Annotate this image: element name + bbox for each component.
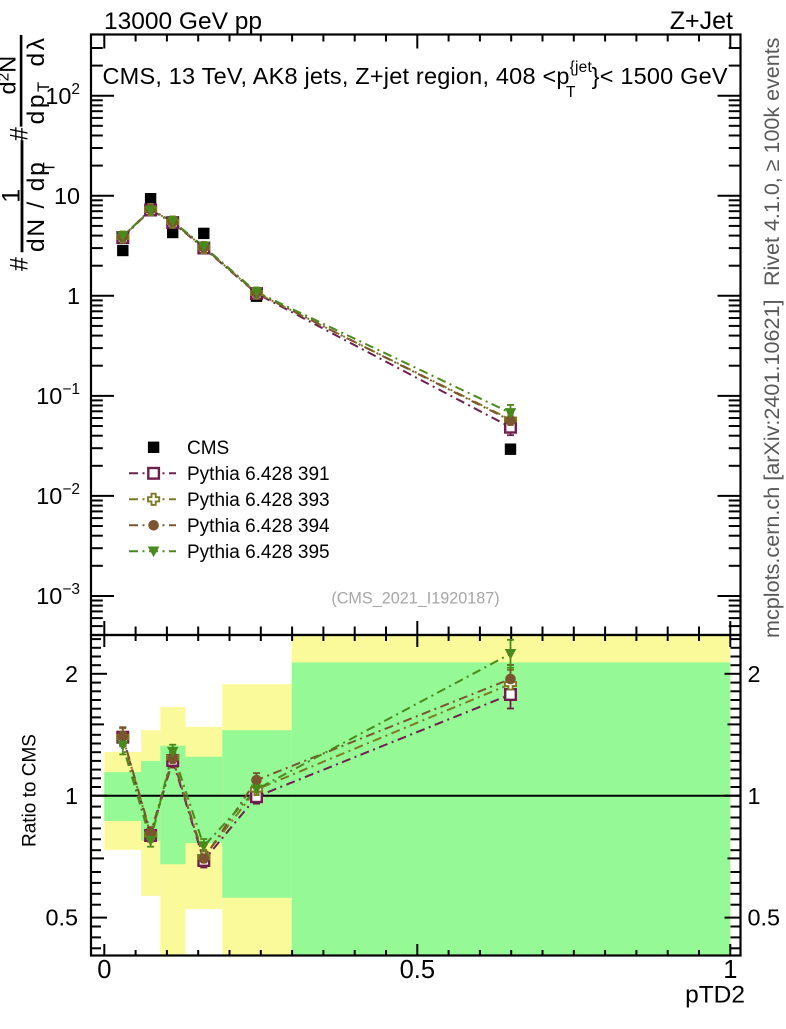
- svg-text:10−2: 10−2: [36, 481, 80, 509]
- svg-text:0: 0: [97, 956, 111, 984]
- svg-text:1: 1: [65, 783, 78, 809]
- svg-text:10: 10: [54, 183, 80, 209]
- svg-text:#: #: [6, 257, 34, 271]
- svg-text:1: 1: [0, 189, 26, 203]
- svg-text:0.5: 0.5: [45, 905, 78, 931]
- svg-text:Pythia 6.428 391: Pythia 6.428 391: [187, 464, 330, 485]
- svg-text:2: 2: [748, 661, 761, 687]
- svg-text:1: 1: [748, 783, 761, 809]
- svg-text:10−1: 10−1: [36, 381, 80, 409]
- svg-text:CMS: CMS: [187, 438, 229, 459]
- svg-text:0.5: 0.5: [400, 956, 435, 984]
- svg-text:1: 1: [723, 956, 737, 984]
- svg-text:Ratio to CMS: Ratio to CMS: [20, 734, 41, 847]
- svg-text:13000 GeV pp: 13000 GeV pp: [104, 8, 262, 35]
- svg-text:d2N: d2N: [0, 56, 21, 95]
- svg-text:pTD2: pTD2: [685, 982, 745, 1009]
- svg-text:Pythia 6.428 394: Pythia 6.428 394: [187, 516, 330, 537]
- svg-text:2: 2: [65, 661, 78, 687]
- svg-text:Z+Jet: Z+Jet: [670, 7, 733, 35]
- svg-text:1: 1: [67, 283, 80, 309]
- svg-text:Pythia 6.428 393: Pythia 6.428 393: [187, 490, 330, 511]
- svg-text:mcplots.cern.ch [arXiv:2401.10: mcplots.cern.ch [arXiv:2401.10621]: [759, 300, 784, 639]
- svg-text:(CMS_2021_I1920187): (CMS_2021_I1920187): [331, 589, 499, 607]
- svg-text:Rivet 4.1.0, ≥ 100k events: Rivet 4.1.0, ≥ 100k events: [760, 38, 784, 286]
- svg-text:#: #: [6, 127, 34, 141]
- svg-text:Pythia 6.428 395: Pythia 6.428 395: [187, 542, 330, 563]
- svg-text:0.5: 0.5: [748, 905, 781, 931]
